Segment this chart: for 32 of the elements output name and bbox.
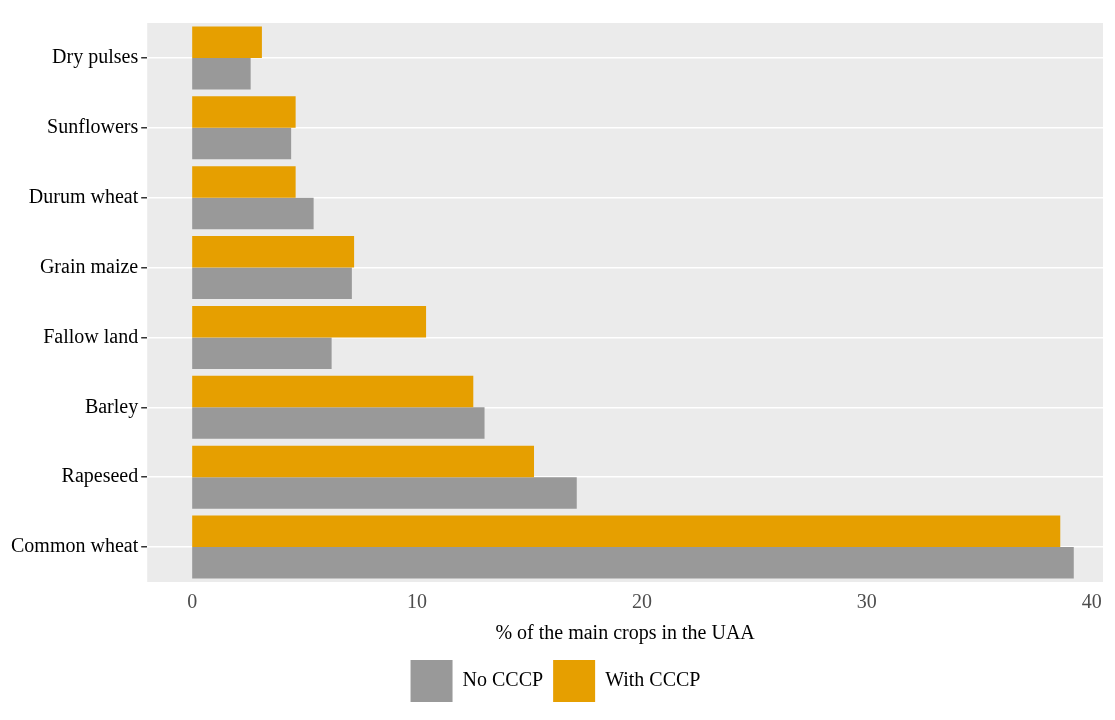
y-tick-label: Sunflowers [47, 115, 139, 138]
legend-label: No CCCP [462, 668, 544, 691]
bar [192, 515, 1061, 548]
y-tick-label: Grain maize [39, 254, 139, 277]
bar [192, 127, 292, 160]
bar [192, 337, 332, 369]
bar [192, 96, 296, 128]
bar [192, 57, 251, 90]
bar [192, 166, 296, 198]
bar [192, 267, 352, 300]
x-tick-label: 20 [631, 590, 652, 613]
x-tick-label: 10 [407, 590, 428, 613]
bar [192, 197, 314, 230]
legend-label: With CCCP [605, 668, 701, 691]
bar [192, 26, 262, 58]
x-tick-label: 30 [856, 590, 877, 613]
bar [192, 477, 577, 509]
x-axis-title: % of the main crops in the UAA [495, 621, 756, 645]
y-tick-label: Barley [84, 394, 139, 418]
bar [192, 305, 427, 338]
y-tick-label: Durum wheat [28, 184, 139, 207]
bar [192, 547, 1074, 579]
y-tick-label: Dry pulses [52, 45, 139, 69]
y-tick-label: Common wheat [10, 534, 139, 557]
x-tick-label: 40 [1081, 590, 1102, 613]
bar [192, 236, 355, 268]
y-tick-label: Rapeseed [61, 464, 139, 488]
x-tick-label: 0 [187, 590, 198, 613]
y-tick-label: Fallow land [43, 324, 139, 347]
bar [192, 375, 474, 408]
bar [192, 407, 485, 439]
bar [192, 445, 535, 478]
